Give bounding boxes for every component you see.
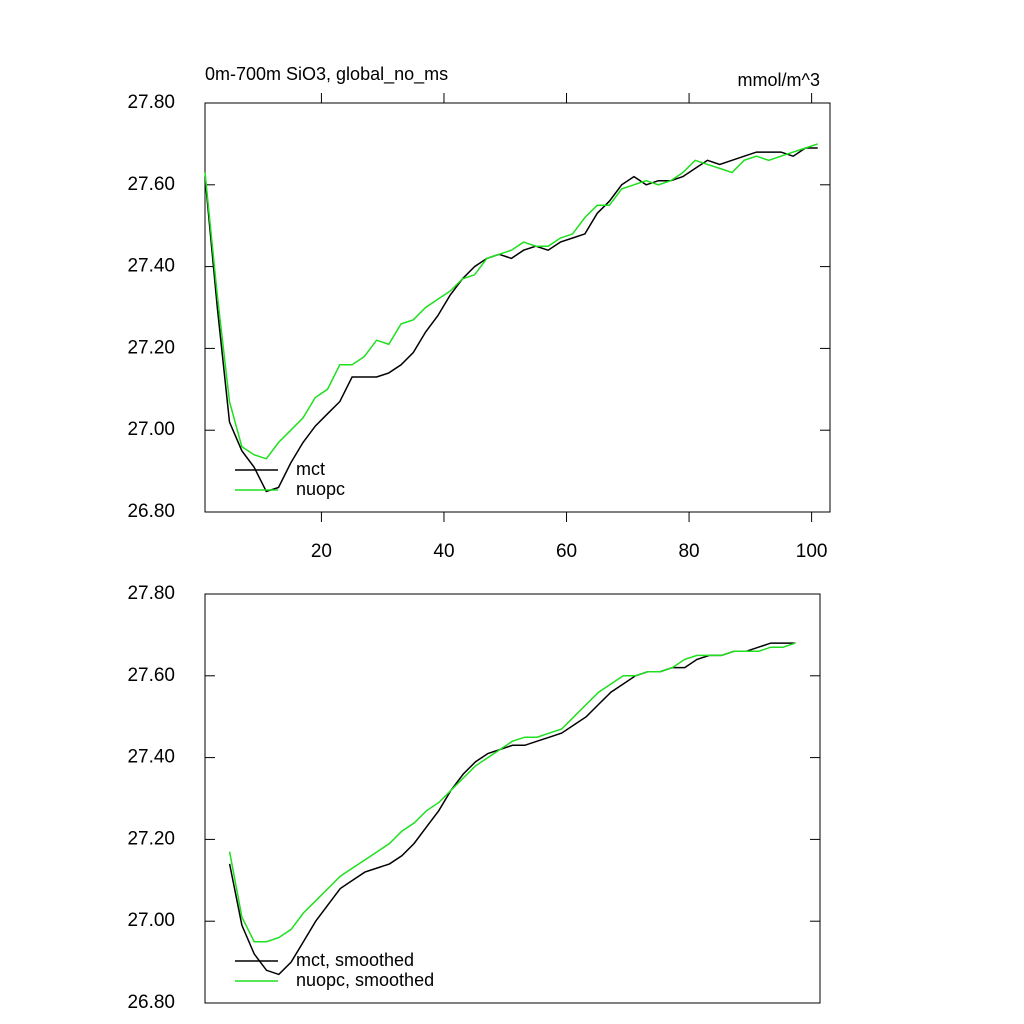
y-tick-label: 26.80 [127,992,175,1013]
chart-title: 0m-700m SiO3, global_no_ms [205,64,448,85]
series-line [228,642,796,976]
y-tick-label: 27.00 [127,419,175,440]
y-tick-label: 27.60 [127,665,175,686]
y-tick-label: 27.20 [127,337,175,358]
x-tick-label: 80 [678,541,699,562]
unit-label: mmol/m^3 [738,70,820,90]
y-tick-label: 27.40 [127,256,175,277]
legend-label: nuopc, smoothed [296,970,434,990]
legend-label: mct [296,459,325,479]
y-tick-label: 27.80 [127,583,175,604]
legend-label: nuopc [296,479,345,499]
y-tick-label: 27.40 [127,747,175,768]
x-tick-label: 40 [433,541,454,562]
plot-frame [204,102,831,513]
x-tick-label: 60 [556,541,577,562]
y-tick-label: 26.80 [127,501,175,522]
legend-label: mct, smoothed [296,950,414,970]
series-line [228,642,796,943]
series-line [204,147,818,493]
y-tick-label: 27.60 [127,174,175,195]
series-line [204,143,818,460]
y-tick-label: 27.80 [127,92,175,113]
x-tick-label: 100 [796,541,828,562]
y-tick-label: 27.00 [127,910,175,931]
x-tick-label: 20 [311,541,332,562]
y-tick-label: 27.20 [127,828,175,849]
plot-frame [204,593,821,1004]
